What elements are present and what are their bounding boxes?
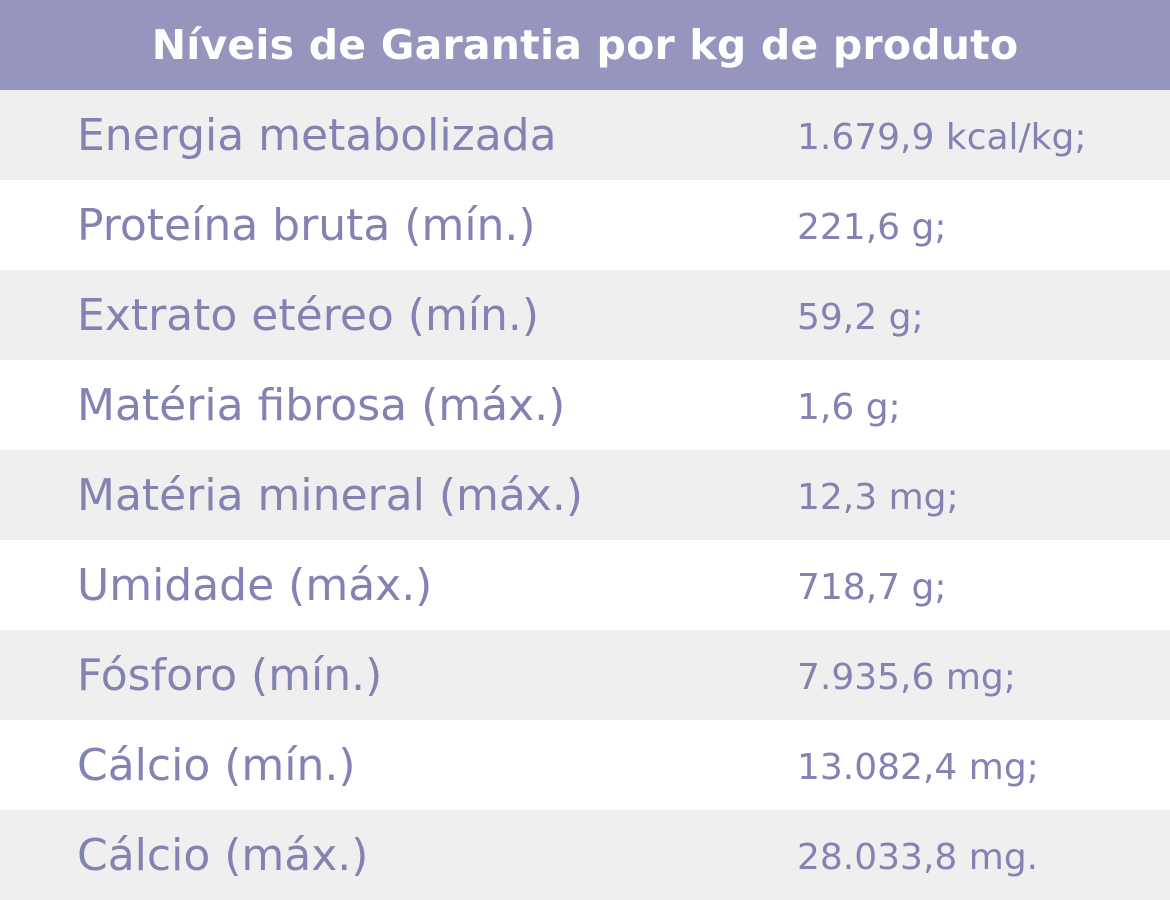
- nutrient-name: Matéria fibrosa (máx.): [77, 380, 566, 431]
- nutrient-value: 28.033,8 mg.: [797, 837, 1039, 878]
- table-row: Matéria mineral (máx.) 12,3 mg;: [0, 450, 1170, 540]
- nutrient-name: Cálcio (mín.): [77, 740, 356, 791]
- nutrient-value: 12,3 mg;: [797, 477, 959, 518]
- table-row: Cálcio (máx.) 28.033,8 mg.: [0, 810, 1170, 900]
- nutrient-name: Matéria mineral (máx.): [77, 470, 583, 521]
- nutrient-name: Cálcio (máx.): [77, 830, 369, 881]
- nutrient-value: 59,2 g;: [797, 297, 924, 338]
- nutrient-name: Umidade (máx.): [77, 560, 433, 611]
- table-row: Fósforo (mín.) 7.935,6 mg;: [0, 630, 1170, 720]
- nutrient-name: Extrato etéreo (mín.): [77, 290, 540, 341]
- table-title: Níveis de Garantia por kg de produto: [0, 0, 1170, 90]
- nutrient-value: 718,7 g;: [797, 567, 947, 608]
- nutrient-value: 7.935,6 mg;: [797, 657, 1016, 698]
- table-row: Energia metabolizada 1.679,9 kcal/kg;: [0, 90, 1170, 180]
- table-row: Matéria fibrosa (máx.) 1,6 g;: [0, 360, 1170, 450]
- nutrient-name: Fósforo (mín.): [77, 650, 383, 701]
- table-row: Extrato etéreo (mín.) 59,2 g;: [0, 270, 1170, 360]
- nutrient-value: 1,6 g;: [797, 387, 901, 428]
- table-row: Proteína bruta (mín.) 221,6 g;: [0, 180, 1170, 270]
- table-row: Cálcio (mín.) 13.082,4 mg;: [0, 720, 1170, 810]
- nutrient-name: Proteína bruta (mín.): [77, 200, 536, 251]
- nutrient-value: 13.082,4 mg;: [797, 747, 1039, 788]
- nutrient-value: 221,6 g;: [797, 207, 947, 248]
- table-row: Umidade (máx.) 718,7 g;: [0, 540, 1170, 630]
- nutrient-name: Energia metabolizada: [77, 110, 557, 161]
- nutrient-value: 1.679,9 kcal/kg;: [797, 117, 1087, 158]
